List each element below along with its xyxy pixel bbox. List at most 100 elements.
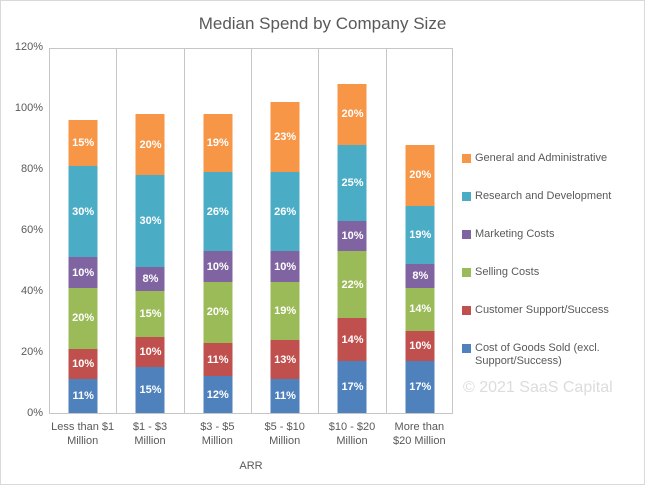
data-label: 8% [142, 272, 159, 285]
legend: General and Administrative Research and D… [462, 152, 642, 368]
data-label: 20% [341, 108, 364, 121]
category-column: 11% 13% 19% 10% 26% 23% [252, 49, 320, 413]
bar-segment: 30% [135, 175, 165, 267]
bar-segment: 19% [203, 114, 233, 173]
bar-segment: 17% [337, 361, 367, 413]
legend-item: General and Administrative [462, 152, 642, 165]
bar-segment: 19% [270, 281, 300, 340]
data-label: 12% [206, 388, 229, 401]
bar-segment: 12% [203, 376, 233, 413]
x-tick-label: $10 - $20 Million [328, 421, 376, 447]
bar-segment: 8% [405, 263, 435, 288]
data-label: 10% [72, 266, 95, 279]
bar-segment: 10% [270, 251, 300, 282]
x-tick-label: $3 - $5 Million [200, 421, 235, 447]
data-label: 10% [274, 260, 297, 273]
bar-segment: 20% [405, 144, 435, 206]
bar-segment: 14% [337, 318, 367, 362]
bar-segment: 15% [68, 120, 98, 166]
bar-segment: 20% [203, 281, 233, 343]
data-label: 8% [412, 269, 429, 282]
data-label: 23% [274, 130, 297, 143]
category-column: 12% 11% 20% 10% 26% 19% [185, 49, 252, 413]
data-label: 10% [72, 358, 95, 371]
bar-segment: 8% [135, 266, 165, 291]
bar-segment: 10% [68, 348, 98, 380]
data-label: 15% [72, 137, 95, 150]
data-label: 25% [341, 176, 364, 189]
bar-segment: 11% [270, 379, 300, 413]
stacked-bar: 11% 13% 19% 10% 26% 23% [270, 49, 300, 413]
data-label: 19% [206, 137, 229, 150]
data-label: 26% [206, 205, 229, 218]
bar-segment: 11% [68, 379, 98, 413]
y-tick-label: 60% [20, 224, 43, 236]
watermark: © 2021 SaaS Capital [463, 379, 613, 396]
category-column: 11% 10% 20% 10% 30% 15% [50, 49, 118, 413]
bar-segment: 23% [270, 101, 300, 173]
y-tick-label: 40% [20, 285, 43, 297]
data-label: 15% [139, 307, 162, 320]
data-label: 20% [409, 169, 432, 182]
bar-segment: 15% [135, 291, 165, 337]
data-label: 30% [139, 214, 162, 227]
stacked-bar: 12% 11% 20% 10% 26% 19% [203, 49, 233, 413]
bar-segment: 19% [405, 205, 435, 264]
x-axis: Less than $1 Million $1 - $3 Million $3 - … [49, 420, 453, 454]
y-tick-label: 20% [20, 346, 43, 358]
data-label: 30% [72, 205, 95, 218]
data-label: 20% [206, 306, 229, 319]
category-column: 15% 10% 15% 8% 30% 20% [117, 49, 185, 413]
bar-segment: 15% [135, 367, 165, 413]
x-tick-label: More than $20 Million [393, 421, 446, 447]
x-tick-label: Less than $1 Million [51, 421, 115, 447]
legend-swatch-icon [462, 344, 471, 353]
stacked-bar: 17% 10% 14% 8% 19% 20% [405, 49, 435, 413]
data-label: 11% [207, 353, 229, 366]
legend-label: Research and Development [475, 190, 612, 202]
bar-segment: 10% [68, 257, 98, 288]
bar-segment: 10% [203, 251, 233, 282]
chart-title: Median Spend by Company Size [198, 14, 447, 33]
data-label: 20% [139, 138, 162, 151]
legend-swatch-icon [462, 192, 471, 201]
stacked-bar: 15% 10% 15% 8% 30% 20% [135, 49, 165, 413]
data-label: 11% [72, 390, 94, 403]
bar-segment: 30% [68, 165, 98, 258]
legend-item: Cost of Goods Sold (excl. Support/Succes… [462, 342, 642, 368]
bar-segment: 14% [405, 287, 435, 331]
bar-segment: 10% [405, 330, 435, 362]
data-label: 15% [139, 384, 162, 397]
legend-swatch-icon [462, 268, 471, 277]
data-label: 17% [409, 381, 432, 394]
data-label: 19% [409, 228, 432, 241]
legend-label: Cost of Goods Sold (excl. Support/Succes… [475, 342, 600, 367]
data-label: 10% [341, 230, 364, 243]
legend-swatch-icon [462, 154, 471, 163]
bar-segment: 20% [135, 114, 165, 176]
legend-item: Research and Development [462, 190, 642, 203]
category-column: 17% 14% 22% 10% 25% 20% [319, 49, 387, 413]
data-label: 11% [274, 390, 296, 403]
data-label: 13% [274, 353, 297, 366]
bar-segment: 20% [337, 83, 367, 145]
bar-segment: 10% [135, 336, 165, 368]
bar-segment: 25% [337, 144, 367, 221]
x-tick-label: $5 - $10 Million [264, 421, 305, 447]
legend-item: Customer Support/Success [462, 304, 642, 317]
bar-segment: 17% [405, 361, 435, 413]
legend-item: Marketing Costs [462, 228, 642, 241]
data-label: 14% [341, 333, 364, 346]
bar-segment: 13% [270, 339, 300, 380]
bar-segment: 26% [203, 172, 233, 252]
data-label: 10% [409, 339, 432, 352]
data-label: 10% [206, 260, 229, 273]
y-tick-label: 100% [14, 102, 43, 114]
legend-label: Customer Support/Success [475, 304, 609, 316]
stacked-bar: 11% 10% 20% 10% 30% 15% [68, 49, 98, 413]
y-axis: 0% 20% 40% 60% 80% 100% 120% [1, 1, 43, 484]
y-tick-label: 80% [20, 163, 43, 175]
legend-swatch-icon [462, 230, 471, 239]
data-label: 22% [341, 278, 364, 291]
